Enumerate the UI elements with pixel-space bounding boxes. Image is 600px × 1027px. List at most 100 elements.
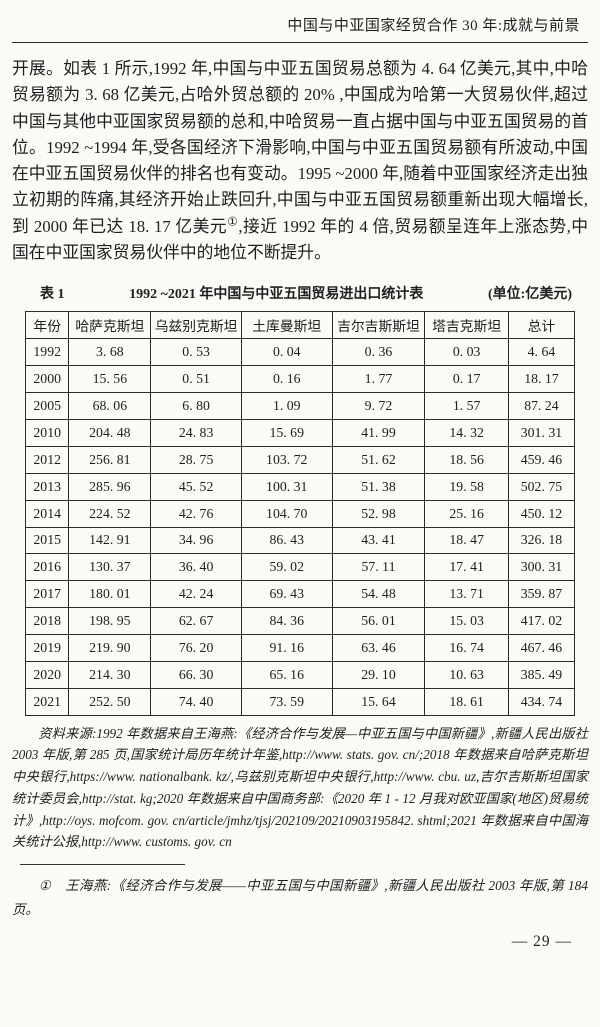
source-note: 资料来源:1992 年数据来自王海燕:《经济合作与发展—中亚五国与中国新疆》,新… xyxy=(12,725,588,850)
table-cell: 29. 10 xyxy=(331,660,426,689)
table-row: 2014 224. 52 42. 76 104. 70 52. 98 25. 16 450.… xyxy=(24,499,576,528)
table-row: 2020 214. 30 66. 30 65. 16 29. 10 10. 63 385. … xyxy=(24,660,576,689)
table-cell: 19. 58 xyxy=(424,472,509,501)
table-cell: 467. 46 xyxy=(507,634,576,662)
table-cell: 14. 32 xyxy=(424,418,509,447)
table-row: 2000 15. 56 0. 51 0. 16 1. 77 0. 17 18. 17 xyxy=(24,365,576,394)
table-row: 2013 285. 96 45. 52 100. 31 51. 38 19. 58 502.… xyxy=(24,472,576,501)
table-cell: 2012 xyxy=(24,445,70,474)
table-cell: 56. 01 xyxy=(331,607,426,636)
table-cell: 42. 24 xyxy=(150,580,242,609)
footnote-text: 王海燕:《经济合作与发展——中亚五国与中国新疆》,新疆人民出版社 2003 年版… xyxy=(12,877,588,918)
table-cell: 2016 xyxy=(24,553,70,582)
body-text-part2: ,接近 1992 年的 4 倍,贸易额呈连年上涨态势,中国在中亚国家贸易伙伴中的… xyxy=(12,216,588,263)
table-cell: 300. 31 xyxy=(507,553,576,582)
table-cell: 2019 xyxy=(24,634,70,662)
table-cell: 3. 68 xyxy=(68,338,152,367)
table-cell: 45. 52 xyxy=(150,472,242,501)
table-cell: 18. 17 xyxy=(507,365,576,394)
table-cell: 52. 98 xyxy=(331,499,426,528)
table-cell: 459. 46 xyxy=(507,445,576,474)
table-cell: 256. 81 xyxy=(68,445,152,474)
table-cell: 54. 48 xyxy=(331,580,426,609)
trade-table-head: 年份 哈萨克斯坦 乌兹别克斯坦 土库曼斯坦 吉尔吉斯斯坦 塔吉克斯坦 总计 xyxy=(24,311,576,340)
table-cell: 17. 41 xyxy=(424,553,509,582)
table-row: 1992 3. 68 0. 53 0. 04 0. 36 0. 03 4. 64 xyxy=(24,338,576,367)
table-cell: 502. 75 xyxy=(507,472,576,501)
table-cell: 0. 36 xyxy=(331,338,426,367)
column-header: 年份 xyxy=(24,311,70,340)
column-header: 土库曼斯坦 xyxy=(240,311,333,340)
table-cell: 0. 51 xyxy=(150,365,242,394)
table-cell: 57. 11 xyxy=(331,553,426,582)
table-cell: 91. 16 xyxy=(240,634,333,662)
table-cell: 301. 31 xyxy=(507,418,576,447)
table-cell: 63. 46 xyxy=(331,634,426,662)
table-row: 2017 180. 01 42. 24 69. 43 54. 48 13. 71 359. … xyxy=(24,580,576,609)
table-cell: 180. 01 xyxy=(68,580,152,609)
table-cell: 13. 71 xyxy=(424,580,509,609)
header-rule xyxy=(12,42,588,43)
table-cell: 0. 03 xyxy=(424,338,509,367)
table-cell: 15. 56 xyxy=(68,365,152,394)
table-caption-label: 表 1 xyxy=(40,287,65,303)
table-cell: 0. 16 xyxy=(240,365,333,394)
table-cell: 4. 64 xyxy=(507,338,576,367)
table-cell: 2013 xyxy=(24,472,70,501)
table-cell: 74. 40 xyxy=(150,687,242,716)
table-cell: 15. 69 xyxy=(240,418,333,447)
table-cell: 73. 59 xyxy=(240,687,333,716)
table-cell: 130. 37 xyxy=(68,553,152,582)
table-cell: 69. 43 xyxy=(240,580,333,609)
table-cell: 2000 xyxy=(24,365,70,394)
table-cell: 6. 80 xyxy=(150,392,242,420)
column-header: 乌兹别克斯坦 xyxy=(150,311,242,340)
table-cell: 18. 47 xyxy=(424,526,509,555)
table-cell: 15. 64 xyxy=(331,687,426,716)
table-cell: 34. 96 xyxy=(150,526,242,555)
table-cell: 219. 90 xyxy=(68,634,152,662)
table-cell: 0. 04 xyxy=(240,338,333,367)
table-cell: 0. 17 xyxy=(424,365,509,394)
table-cell: 103. 72 xyxy=(240,445,333,474)
table-cell: 18. 56 xyxy=(424,445,509,474)
table-cell: 18. 61 xyxy=(424,687,509,716)
table-cell: 385. 49 xyxy=(507,660,576,689)
table-cell: 84. 36 xyxy=(240,607,333,636)
trade-table-body: 1992 3. 68 0. 53 0. 04 0. 36 0. 03 4. 64 2000 15… xyxy=(24,338,576,716)
table-row: 2010 204. 48 24. 83 15. 69 41. 99 14. 32 301. … xyxy=(24,418,576,447)
table-cell: 59. 02 xyxy=(240,553,333,582)
column-header: 吉尔吉斯斯坦 xyxy=(331,311,426,340)
table-cell: 2020 xyxy=(24,660,70,689)
table-cell: 198. 95 xyxy=(68,607,152,636)
table-row: 2016 130. 37 36. 40 59. 02 57. 11 17. 41 300. … xyxy=(24,553,576,582)
page-number: — 29 — xyxy=(511,932,572,950)
column-header: 总计 xyxy=(507,311,576,340)
column-header: 塔吉克斯坦 xyxy=(424,311,509,340)
table-cell: 2005 xyxy=(24,392,70,420)
table-row: 2005 68. 06 6. 80 1. 09 9. 72 1. 57 87. 24 xyxy=(24,392,576,420)
footnote-reference-marker: ① xyxy=(227,214,239,229)
table-cell: 76. 20 xyxy=(150,634,242,662)
body-text-part1: 开展。如表 1 所示,1992 年,中国与中亚五国贸易总额为 4. 64 亿美元… xyxy=(12,59,588,236)
table-cell: 16. 74 xyxy=(424,634,509,662)
table-row: 2021 252. 50 74. 40 73. 59 15. 64 18. 61 434. … xyxy=(24,687,576,716)
header-row: 年份 哈萨克斯坦 乌兹别克斯坦 土库曼斯坦 吉尔吉斯斯坦 塔吉克斯坦 总计 xyxy=(24,311,576,340)
table-cell: 2021 xyxy=(24,687,70,716)
table-cell: 326. 18 xyxy=(507,526,576,555)
table-cell: 100. 31 xyxy=(240,472,333,501)
table-cell: 204. 48 xyxy=(68,418,152,447)
table-cell: 41. 99 xyxy=(331,418,426,447)
table-cell: 2018 xyxy=(24,607,70,636)
table-cell: 87. 24 xyxy=(507,392,576,420)
table-cell: 86. 43 xyxy=(240,526,333,555)
table-cell: 1. 09 xyxy=(240,392,333,420)
table-cell: 450. 12 xyxy=(507,499,576,528)
column-header: 哈萨克斯坦 xyxy=(68,311,152,340)
table-cell: 224. 52 xyxy=(68,499,152,528)
table-cell: 28. 75 xyxy=(150,445,242,474)
footnote: ① 王海燕:《经济合作与发展——中亚五国与中国新疆》,新疆人民出版社 2003 年… xyxy=(12,874,588,923)
table-caption-unit: (单位:亿美元) xyxy=(488,287,572,303)
table-cell: 142. 91 xyxy=(68,526,152,555)
